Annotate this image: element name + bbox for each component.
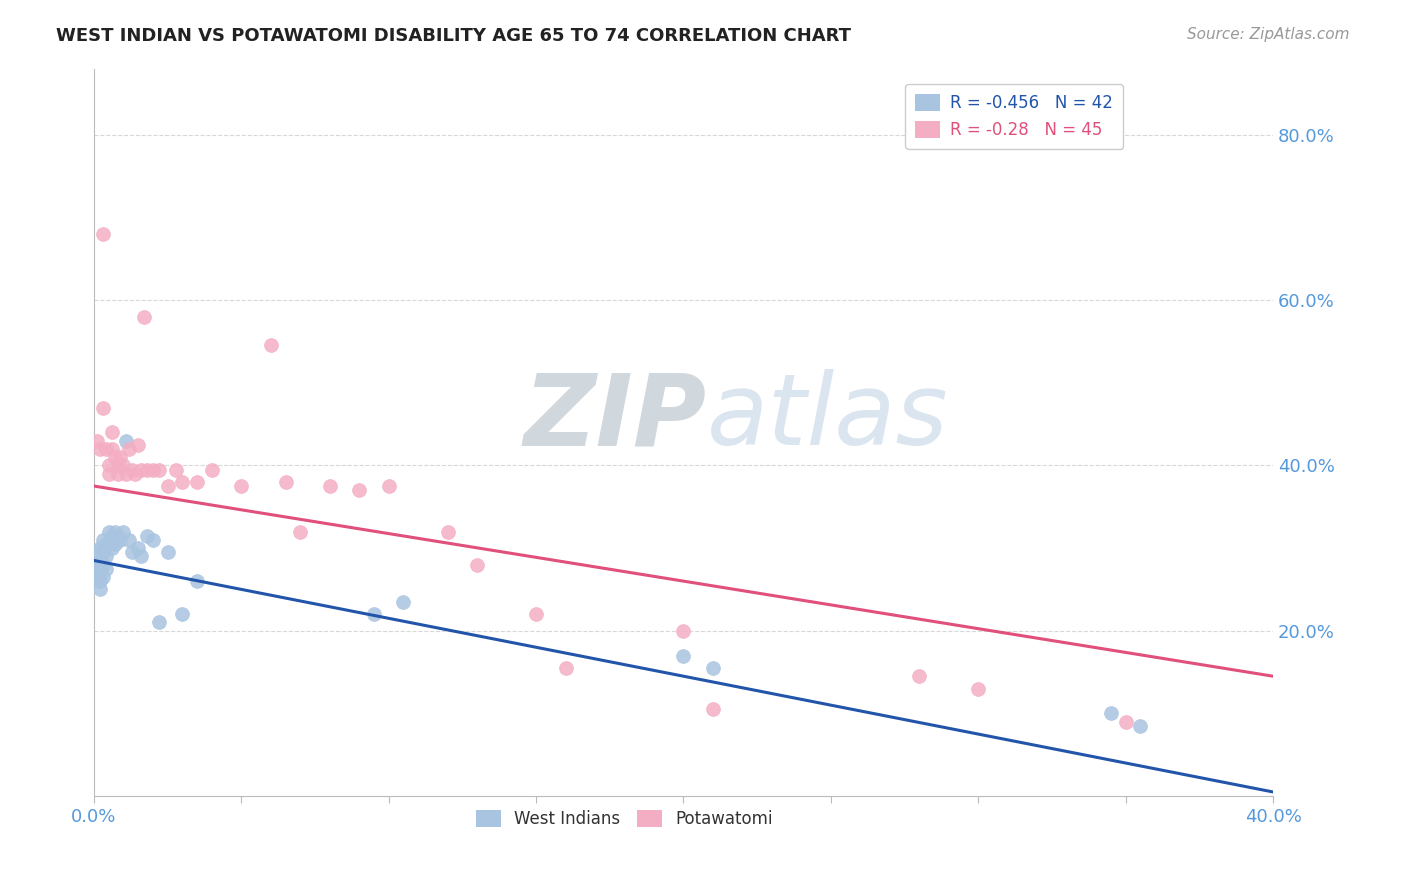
Point: [94, 562, 117, 576]
Text: WEST INDIAN VS POTAWATOMI DISABILITY AGE 65 TO 74 CORRELATION CHART: WEST INDIAN VS POTAWATOMI DISABILITY AGE…: [56, 27, 851, 45]
Point: [97, 458, 120, 473]
Point: [129, 462, 152, 476]
Point: [103, 450, 125, 464]
Point: [103, 537, 125, 551]
Text: atlas: atlas: [707, 369, 949, 467]
Legend: West Indians, Potawatomi: West Indians, Potawatomi: [470, 804, 780, 835]
Point: [142, 462, 165, 476]
Point: [91, 401, 114, 415]
Point: [97, 467, 120, 481]
Point: [86, 570, 108, 584]
Text: ZIP: ZIP: [524, 369, 707, 467]
Point: [967, 681, 990, 696]
Point: [89, 442, 111, 456]
Point: [166, 462, 188, 476]
Point: [702, 661, 724, 675]
Point: [554, 661, 576, 675]
Point: [89, 553, 111, 567]
Point: [112, 458, 135, 473]
Point: [127, 541, 149, 555]
Point: [148, 462, 170, 476]
Point: [392, 595, 415, 609]
Point: [186, 475, 208, 489]
Point: [115, 467, 138, 481]
Point: [91, 558, 114, 572]
Point: [172, 607, 194, 622]
Point: [319, 479, 342, 493]
Point: [89, 582, 111, 597]
Point: [347, 483, 370, 498]
Point: [148, 615, 170, 630]
Point: [290, 524, 312, 539]
Point: [132, 310, 155, 324]
Point: [89, 562, 111, 576]
Point: [100, 529, 122, 543]
Point: [91, 533, 114, 547]
Point: [100, 442, 122, 456]
Point: [86, 558, 108, 572]
Point: [136, 462, 159, 476]
Text: Source: ZipAtlas.com: Source: ZipAtlas.com: [1187, 27, 1350, 42]
Point: [186, 574, 208, 588]
Point: [121, 545, 143, 559]
Point: [91, 545, 114, 559]
Point: [89, 574, 111, 588]
Point: [112, 524, 135, 539]
Point: [118, 533, 141, 547]
Point: [142, 533, 165, 547]
Point: [118, 442, 141, 456]
Point: [94, 442, 117, 456]
Point: [172, 475, 194, 489]
Point: [1129, 719, 1152, 733]
Point: [94, 537, 117, 551]
Point: [465, 558, 488, 572]
Point: [127, 438, 149, 452]
Point: [129, 549, 152, 564]
Point: [260, 338, 283, 352]
Point: [91, 227, 114, 241]
Point: [86, 566, 108, 580]
Point: [86, 434, 108, 448]
Point: [100, 541, 122, 555]
Point: [908, 669, 931, 683]
Point: [124, 467, 146, 481]
Point: [100, 425, 122, 440]
Point: [201, 462, 224, 476]
Point: [86, 545, 108, 559]
Point: [94, 549, 117, 564]
Point: [672, 648, 695, 663]
Point: [110, 450, 132, 464]
Point: [231, 479, 253, 493]
Point: [115, 434, 138, 448]
Point: [274, 475, 297, 489]
Point: [121, 462, 143, 476]
Point: [103, 524, 125, 539]
Point: [97, 537, 120, 551]
Point: [702, 702, 724, 716]
Point: [672, 624, 695, 638]
Point: [156, 479, 179, 493]
Point: [107, 467, 129, 481]
Point: [89, 541, 111, 555]
Point: [107, 529, 129, 543]
Point: [524, 607, 547, 622]
Point: [1099, 706, 1122, 721]
Point: [110, 533, 132, 547]
Point: [91, 570, 114, 584]
Point: [1115, 714, 1137, 729]
Point: [136, 529, 159, 543]
Point: [363, 607, 385, 622]
Point: [107, 458, 129, 473]
Point: [436, 524, 458, 539]
Point: [97, 524, 120, 539]
Point: [156, 545, 179, 559]
Point: [377, 479, 399, 493]
